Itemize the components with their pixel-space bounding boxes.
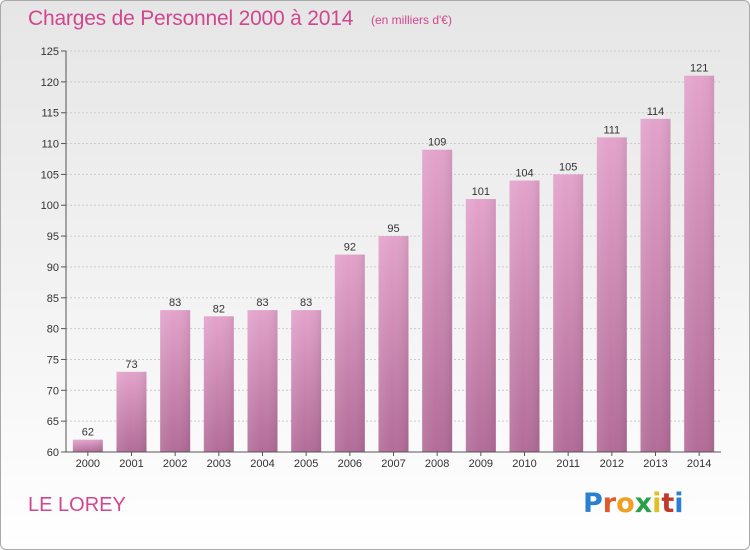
x-tick-label-2006: 2006: [338, 458, 362, 470]
x-tick-label-2004: 2004: [250, 458, 274, 470]
x-tick-label-2005: 2005: [294, 458, 318, 470]
x-tick-label-2001: 2001: [119, 458, 143, 470]
bar-shade-2004: [247, 310, 278, 452]
x-tick-label-2002: 2002: [163, 458, 187, 470]
bar-shade-2005: [291, 310, 322, 452]
value-label-2002: 83: [169, 297, 181, 309]
value-label-2006: 92: [344, 242, 356, 254]
value-label-2004: 83: [256, 297, 268, 309]
y-tick-label: 70: [47, 385, 59, 397]
bar-shade-2001: [116, 371, 147, 452]
value-label-2000: 62: [82, 427, 94, 439]
logo-letter: P: [583, 488, 603, 519]
value-label-2012: 111: [603, 124, 620, 136]
y-tick-label: 85: [47, 293, 59, 305]
logo-letter: r: [602, 488, 617, 519]
location-name: LE LOREY: [28, 494, 126, 516]
logo-letter: i: [652, 488, 662, 519]
y-tick-label: 125: [41, 46, 59, 58]
y-tick-label: 65: [47, 416, 59, 428]
chart-subtitle: (en milliers d'€): [371, 13, 452, 27]
value-label-2009: 101: [472, 186, 490, 198]
bar-shade-2010: [509, 180, 540, 453]
bar-shade-2002: [160, 310, 191, 452]
x-tick-label-2008: 2008: [425, 458, 449, 470]
x-tick-label-2012: 2012: [600, 458, 624, 470]
value-label-2014: 121: [690, 63, 708, 75]
y-tick-label: 110: [41, 139, 59, 151]
bar-shade-2006: [334, 254, 365, 452]
bar-shade-2011: [553, 174, 584, 452]
value-label-2003: 82: [213, 303, 225, 315]
bars: [72, 75, 715, 453]
x-tick-label-2000: 2000: [76, 458, 100, 470]
x-tick-label-2003: 2003: [207, 458, 231, 470]
y-tick-label: 90: [47, 262, 59, 274]
y-tick-label: 100: [41, 200, 59, 212]
value-label-2013: 114: [647, 106, 665, 118]
labels: 60 65 70 75 80 85 90 95 100 105 110 115 120 125 2000 62…: [41, 46, 712, 470]
x-tick-label-2011: 2011: [556, 458, 580, 470]
x-tick-label-2007: 2007: [381, 458, 405, 470]
value-label-2005: 83: [300, 297, 312, 309]
chart-title: Charges de Personnel 2000 à 2014: [28, 7, 354, 30]
logo-letter: x: [634, 488, 653, 519]
bar-shade-2007: [378, 236, 409, 452]
logo-letter: o: [616, 488, 635, 519]
x-tick-label-2014: 2014: [687, 458, 711, 470]
bar-shade-2014: [684, 75, 715, 452]
x-tick-label-2010: 2010: [512, 458, 536, 470]
value-label-2007: 95: [387, 223, 399, 235]
logo-letter: i: [674, 488, 684, 519]
y-tick-label: 60: [47, 447, 59, 459]
value-label-2008: 109: [428, 137, 446, 149]
x-tick-label-2013: 2013: [643, 458, 667, 470]
bar-shade-2013: [640, 118, 671, 452]
y-tick-label: 80: [47, 324, 59, 336]
y-tick-label: 105: [41, 169, 59, 181]
logo-letter: t: [661, 488, 675, 519]
proxiti-logo[interactable]: Proxiti: [583, 488, 684, 519]
axes: [61, 50, 721, 456]
bar-shade-2000: [72, 439, 103, 452]
bar-shade-2012: [596, 137, 627, 452]
y-tick-label: 115: [41, 108, 59, 120]
bar-shade-2003: [203, 316, 234, 452]
bar-shade-2008: [422, 149, 453, 452]
y-tick-label: 120: [41, 77, 59, 89]
value-label-2010: 104: [515, 168, 533, 180]
value-label-2011: 105: [559, 161, 577, 173]
x-tick-label-2009: 2009: [469, 458, 493, 470]
value-label-2001: 73: [125, 359, 137, 371]
bar-shade-2009: [465, 199, 496, 452]
y-tick-label: 75: [47, 354, 59, 366]
y-tick-label: 95: [47, 231, 59, 243]
